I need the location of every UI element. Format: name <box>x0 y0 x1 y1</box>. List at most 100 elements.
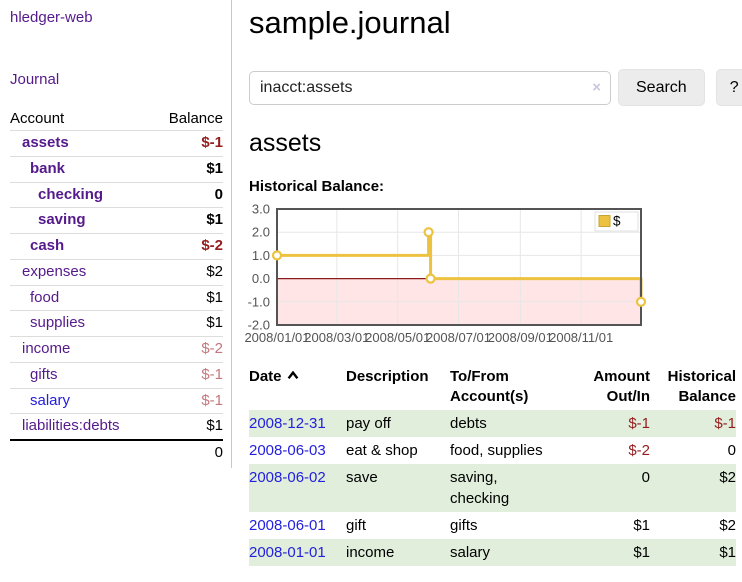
svg-text:$: $ <box>613 214 621 229</box>
transaction-balance: $-1 <box>714 415 736 432</box>
account-balance: $1 <box>152 207 223 234</box>
register-table-body: 2008-12-31 pay off debts $-1 $-1 2008-06-03 ea… <box>249 410 736 566</box>
transaction-amount: $1 <box>633 517 650 534</box>
account-link-gifts[interactable]: gifts <box>30 365 58 383</box>
svg-text:-1.0: -1.0 <box>248 294 270 309</box>
account-row: salary $-1 <box>10 387 223 414</box>
account-row: cash $-2 <box>10 233 223 260</box>
account-balance: $1 <box>152 155 223 182</box>
accounts-header-account: Account <box>10 110 65 127</box>
register-row: 2008-12-31 pay off debts $-1 $-1 <box>249 410 736 437</box>
account-link-income[interactable]: income <box>22 340 71 357</box>
svg-text:-2.0: -2.0 <box>248 318 270 333</box>
sort-ascending-icon <box>287 370 298 380</box>
register-row: 2008-06-03 eat & shop food, supplies $-2 0 <box>249 437 736 464</box>
account-balance: $-2 <box>152 233 223 260</box>
account-row: liabilities:debts $1 <box>10 413 223 440</box>
register-row: 2008-06-02 save saving, checking 0 $2 <box>249 464 736 512</box>
accounts-table-header: Account Balance <box>10 107 223 131</box>
svg-text:2008/01/01: 2008/01/01 <box>244 330 309 345</box>
account-row: gifts $-1 <box>10 361 223 388</box>
register-header-accounts: To/From Account(s) <box>450 368 529 405</box>
accounts-table: Account Balance assets $-1 bank $1 checking 0… <box>10 107 223 466</box>
transaction-description: income <box>346 544 395 561</box>
transaction-date-link[interactable]: 2008-06-01 <box>249 517 326 534</box>
svg-text:1.0: 1.0 <box>252 248 270 263</box>
register-header-date[interactable]: Date <box>249 365 346 410</box>
register-header-date-label: Date <box>249 368 282 385</box>
transaction-accounts: saving, checking <box>450 469 510 507</box>
register-header-row: Date Description To/From Account(s) Amou… <box>249 365 736 410</box>
transaction-description: pay off <box>346 415 391 432</box>
transaction-accounts: debts <box>450 415 487 432</box>
accounts-total-row: 0 <box>10 439 223 466</box>
account-row: checking 0 <box>10 181 223 208</box>
account-row: food $1 <box>10 284 223 311</box>
search-button[interactable]: Search <box>618 69 705 106</box>
transaction-description: eat & shop <box>346 442 418 459</box>
account-link-expenses[interactable]: expenses <box>22 262 87 280</box>
account-row: income $-2 <box>10 336 223 363</box>
transaction-date-link[interactable]: 2008-12-31 <box>249 415 326 432</box>
svg-text:0.0: 0.0 <box>252 271 270 286</box>
account-balance: $-1 <box>152 387 223 414</box>
account-link-checking[interactable]: checking <box>38 185 104 203</box>
account-balance: $1 <box>152 310 223 337</box>
chart-title: Historical Balance: <box>249 178 385 195</box>
transaction-accounts: gifts <box>450 517 478 534</box>
account-balance: $2 <box>152 258 223 285</box>
accounts-total-balance: 0 <box>152 439 223 466</box>
account-link-cash[interactable]: cash <box>30 237 65 254</box>
transaction-amount: $-2 <box>628 442 650 459</box>
search-box: × <box>249 70 611 105</box>
transaction-amount: 0 <box>641 469 650 486</box>
account-row: bank $1 <box>10 155 223 182</box>
account-link-food[interactable]: food <box>30 288 60 306</box>
account-row: saving $1 <box>10 207 223 234</box>
register-row: 2008-06-01 gift gifts $1 $2 <box>249 512 736 539</box>
search-input[interactable] <box>249 70 611 105</box>
account-link-assets[interactable]: assets <box>22 134 69 151</box>
account-balance: $-2 <box>152 336 223 363</box>
clear-search-icon[interactable]: × <box>592 78 601 96</box>
account-row: expenses $2 <box>10 258 223 285</box>
account-link-liabilities-debts[interactable]: liabilities:debts <box>22 417 120 435</box>
account-balance: $-1 <box>152 130 223 157</box>
help-button[interactable]: ? <box>715 69 742 106</box>
app-title: hledger-web <box>10 9 223 26</box>
transaction-accounts: salary <box>450 544 491 561</box>
account-link-supplies[interactable]: supplies <box>30 314 86 332</box>
account-heading: assets <box>249 129 322 157</box>
sidebar-nav: Journal <box>10 71 223 88</box>
page-title: sample.journal <box>249 5 451 40</box>
transaction-balance: $2 <box>719 469 736 486</box>
transaction-amount: $1 <box>633 544 650 561</box>
main-content: sample.journal × Search ? assets Histori… <box>232 0 742 566</box>
app-title-link[interactable]: hledger-web <box>10 9 93 26</box>
account-balance: $1 <box>152 413 223 440</box>
svg-text:3.0: 3.0 <box>252 204 270 217</box>
register-table: Date Description To/From Account(s) Amou… <box>249 365 736 566</box>
transaction-date-link[interactable]: 2008-06-02 <box>249 469 326 486</box>
account-link-salary[interactable]: salary <box>30 391 71 409</box>
transaction-date-link[interactable]: 2008-01-01 <box>249 544 326 561</box>
accounts-table-body: assets $-1 bank $1 checking 0 saving $1 cash $-2 e… <box>10 130 223 440</box>
account-link-saving[interactable]: saving <box>38 211 86 229</box>
svg-text:2008/03/01: 2008/03/01 <box>304 330 369 345</box>
account-row: assets $-1 <box>10 130 223 157</box>
svg-text:2.0: 2.0 <box>252 225 270 240</box>
transaction-description: save <box>346 469 378 486</box>
register-header-description: Description <box>346 368 429 385</box>
account-balance: 0 <box>152 181 223 208</box>
account-link-bank[interactable]: bank <box>30 159 66 177</box>
sidebar-item-journal[interactable]: Journal <box>10 71 60 88</box>
transaction-date-link[interactable]: 2008-06-03 <box>249 442 326 459</box>
account-balance: $-1 <box>152 361 223 388</box>
transaction-description: gift <box>346 517 367 534</box>
register-header-amount: Amount Out/In <box>593 368 650 405</box>
svg-text:2008/05/01: 2008/05/01 <box>365 330 430 345</box>
register-row: 2008-01-01 income salary $1 $1 <box>249 539 736 566</box>
transaction-amount: $-1 <box>628 415 650 432</box>
accounts-header-balance: Balance <box>168 110 223 127</box>
account-balance: $1 <box>152 284 223 311</box>
